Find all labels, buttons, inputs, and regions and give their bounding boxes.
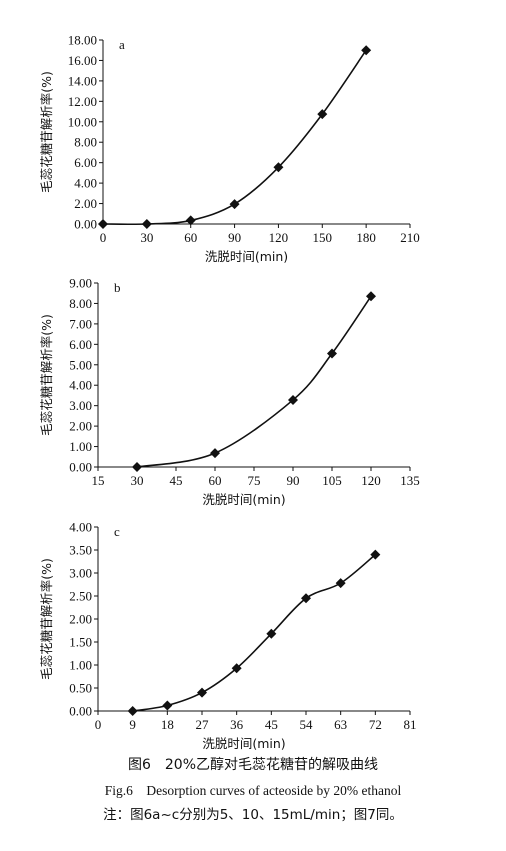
- x-tick-label-a: 60: [184, 230, 197, 245]
- x-tick-label-c: 81: [404, 717, 417, 732]
- y-tick-label-c: 1.50: [69, 635, 92, 650]
- x-tick-label-a: 150: [313, 230, 333, 245]
- y-tick-label-c: 4.00: [69, 520, 92, 535]
- x-tick-label-c: 0: [95, 717, 102, 732]
- y-axis-title-b: 毛蕊花糖苷解析率(%): [39, 314, 54, 436]
- data-point-b: [288, 394, 298, 405]
- data-point-a: [317, 109, 328, 120]
- data-point-c: [335, 578, 346, 589]
- data-point-a: [273, 162, 284, 173]
- data-point-c: [127, 706, 138, 716]
- x-tick-label-b: 60: [209, 473, 222, 488]
- y-tick-label-b: 8.00: [69, 296, 92, 311]
- panel-label-b: b: [114, 280, 121, 295]
- y-tick-label-a: 8.00: [74, 135, 97, 150]
- x-axis-title-c: 洗脱时间(min): [202, 736, 285, 751]
- figure-note: 注：图6a~c分别为5、10、15mL/min；图7同。: [103, 807, 403, 823]
- x-tick-label-a: 210: [400, 230, 420, 245]
- x-tick-label-b: 15: [92, 473, 105, 488]
- series-line-b: [136, 295, 372, 468]
- y-axis-title-c: 毛蕊花糖苷解析率(%): [39, 558, 54, 680]
- y-tick-label-b: 4.00: [69, 378, 92, 393]
- figure-caption-english: Fig.6 Desorption curves of acteoside by …: [104, 783, 402, 798]
- x-tick-label-c: 54: [300, 717, 314, 732]
- x-axis-title-b: 洗脱时间(min): [202, 492, 285, 507]
- y-tick-label-b: 7.00: [69, 316, 92, 331]
- y-tick-label-a: 4.00: [74, 176, 97, 191]
- x-tick-label-c: 72: [369, 717, 382, 732]
- x-tick-label-b: 120: [361, 473, 381, 488]
- data-point-a: [141, 219, 152, 229]
- y-tick-label-a: 12.00: [68, 94, 97, 109]
- data-point-a: [185, 215, 196, 226]
- y-tick-label-a: 14.00: [68, 73, 97, 88]
- data-point-c: [370, 549, 381, 560]
- x-tick-label-b: 45: [170, 473, 183, 488]
- y-tick-label-b: 5.00: [69, 357, 92, 372]
- x-tick-label-a: 30: [140, 230, 153, 245]
- y-tick-label-c: 3.50: [69, 543, 92, 558]
- data-point-b: [210, 448, 220, 459]
- y-tick-label-b: 1.00: [69, 439, 92, 454]
- data-point-b: [366, 291, 376, 302]
- series-line-a: [102, 49, 367, 226]
- y-tick-label-a: 10.00: [68, 114, 97, 129]
- data-point-c: [231, 663, 242, 674]
- x-tick-label-b: 30: [131, 473, 144, 488]
- panel-label-c: c: [114, 524, 120, 539]
- x-tick-label-b: 75: [248, 473, 261, 488]
- y-tick-label-c: 0.00: [69, 704, 92, 719]
- data-point-c: [162, 700, 173, 711]
- x-tick-label-a: 120: [269, 230, 289, 245]
- series-line-c: [132, 553, 376, 712]
- x-tick-label-a: 90: [228, 230, 241, 245]
- x-tick-label-c: 63: [334, 717, 347, 732]
- y-tick-label-c: 1.00: [69, 658, 92, 673]
- y-tick-label-a: 6.00: [74, 155, 97, 170]
- y-axis-title-a: 毛蕊花糖苷解析率(%): [39, 71, 54, 193]
- x-tick-label-b: 105: [322, 473, 342, 488]
- x-tick-label-b: 135: [400, 473, 420, 488]
- data-point-c: [266, 628, 277, 639]
- y-tick-label-b: 6.00: [69, 337, 92, 352]
- y-tick-label-b: 2.00: [69, 419, 92, 434]
- y-tick-label-a: 16.00: [68, 53, 97, 68]
- x-tick-label-c: 45: [265, 717, 278, 732]
- y-tick-label-a: 0.00: [74, 217, 97, 232]
- x-tick-label-c: 18: [161, 717, 174, 732]
- data-point-a: [229, 199, 240, 210]
- data-point-a: [98, 219, 108, 229]
- data-point-c: [301, 593, 311, 604]
- y-tick-label-b: 3.00: [69, 398, 92, 413]
- data-point-a: [361, 45, 372, 56]
- y-tick-label-c: 3.00: [69, 566, 92, 581]
- x-tick-label-c: 36: [230, 717, 244, 732]
- y-tick-label-b: 9.00: [69, 276, 92, 291]
- x-tick-label-b: 90: [287, 473, 300, 488]
- data-point-b: [132, 462, 142, 472]
- y-tick-label-c: 2.00: [69, 612, 92, 627]
- x-tick-label-a: 0: [100, 230, 107, 245]
- figure-caption-chinese: 图6 20%乙醇对毛蕊花糖苷的解吸曲线: [127, 757, 379, 773]
- data-point-b: [327, 348, 337, 359]
- y-tick-label-c: 2.50: [69, 589, 92, 604]
- panel-label-a: a: [119, 37, 125, 52]
- data-point-c: [197, 687, 207, 698]
- y-tick-label-b: 0.00: [69, 460, 92, 475]
- y-tick-label-a: 18.00: [68, 33, 97, 48]
- x-tick-label-a: 180: [356, 230, 376, 245]
- x-tick-label-c: 9: [129, 717, 136, 732]
- y-tick-label-a: 2.00: [74, 196, 97, 211]
- y-tick-label-c: 0.50: [69, 681, 92, 696]
- figure-charts: 0.00 2.00 4.00 6.00 8.00 10.00 12.00 14.00 16.00…: [39, 33, 420, 752]
- x-tick-label-c: 27: [196, 717, 210, 732]
- x-axis-title-a: 洗脱时间(min): [205, 249, 288, 264]
